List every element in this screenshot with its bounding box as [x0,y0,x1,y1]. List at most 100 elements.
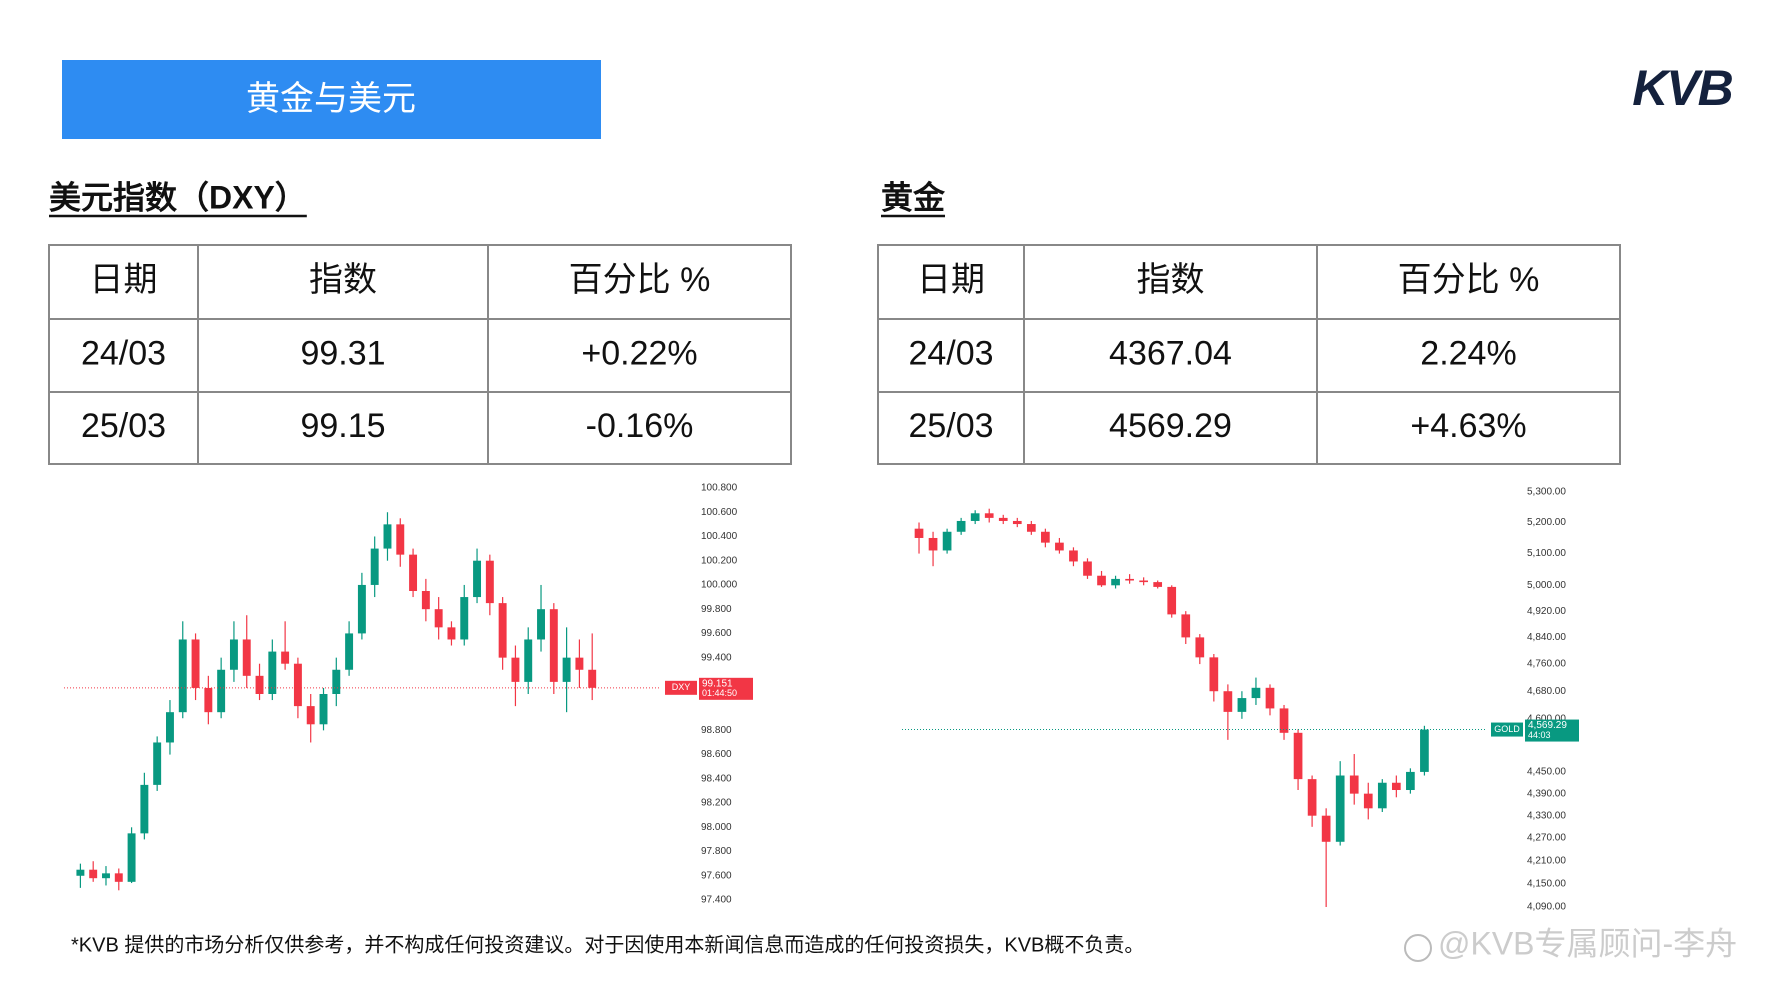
table-cell: 24/03 [908,334,993,372]
candle-body [89,869,98,879]
candle-body [217,669,226,713]
y-tick-label: 4,150.00 [1527,878,1566,889]
y-tick-label: 4,390.00 [1527,788,1566,799]
candle-body [956,520,966,532]
table-header: 指数 [1137,261,1205,299]
y-tick-label: 100.000 [701,580,738,591]
candle-body [229,639,238,670]
candle-body [242,639,251,676]
candle-body [562,657,571,682]
candle-body [511,657,520,682]
candle-body [998,517,1008,521]
price-tag [1525,719,1579,742]
candle-body [473,560,482,598]
candle-body [1055,542,1064,551]
candle-body [370,548,379,585]
candle-body [114,873,123,882]
y-tick-label: 4,270.00 [1527,833,1566,844]
y-tick-label: 100.800 [701,483,738,494]
candle-body [1420,729,1429,772]
table-header: 日期 [917,261,985,299]
candle-body [421,591,430,610]
candle-body [409,554,418,591]
candle-body [1181,614,1191,638]
candle-body [1293,732,1303,780]
candle-body [140,784,149,834]
candle-body [153,742,162,785]
candle-body [345,633,354,670]
y-tick-label: 100.400 [701,531,738,542]
y-tick-label: 4,680.00 [1527,686,1566,697]
candle-body [984,513,994,518]
candle-body [524,639,533,682]
symbol-label: DXY [672,682,691,692]
y-tick-label: 5,200.00 [1527,517,1566,528]
candle-body [383,524,392,549]
candle-body [1111,578,1120,586]
symbol-label: GOLD [1494,724,1520,734]
candle-body [1026,524,1036,532]
candle-body [970,513,980,521]
candle-body [396,524,405,555]
candle-body [1237,698,1247,712]
candle-body [1377,782,1387,809]
candle-body [1406,771,1415,791]
title-banner [62,60,601,139]
table-cell: -0.16% [586,407,694,445]
candle-body [332,669,341,694]
y-tick-label: 97.600 [701,870,732,881]
y-tick-label: 4,090.00 [1527,902,1566,913]
y-tick-label: 5,100.00 [1527,548,1566,559]
y-tick-label: 99.600 [701,628,732,639]
candle-body [588,669,597,688]
y-tick-label: 5,000.00 [1527,580,1566,591]
candle-body [268,651,277,694]
table-cell: 4367.04 [1109,334,1232,372]
candle-body [191,639,200,688]
disclaimer: *KVB 提供的市场分析仅供参考，并不构成任何投资建议。对于因使用本新闻信息而造… [71,933,1144,956]
y-tick-label: 97.400 [701,895,732,906]
candle-body [1265,687,1275,709]
table-cell: 24/03 [81,334,166,372]
y-tick-label: 100.200 [701,555,738,566]
candle-body [306,706,315,725]
candle-body [281,651,290,664]
candle-body [485,560,494,604]
y-tick-label: 5,300.00 [1527,487,1566,498]
table-cell: 99.31 [300,334,385,372]
candle-body [575,657,584,670]
price-tag [699,677,753,700]
candle-body [204,687,213,713]
y-tick-label: 4,210.00 [1527,855,1566,866]
table-cell: +4.63% [1410,407,1526,445]
candle-body [1307,779,1317,816]
watermark-icon [1404,934,1432,962]
y-tick-label: 4,760.00 [1527,659,1566,670]
candle-body [447,627,456,640]
candle-body [293,663,302,707]
y-tick-label: 98.600 [701,749,732,760]
y-tick-label: 98.400 [701,773,732,784]
candle-body [1041,531,1050,543]
candle-body [1083,561,1092,576]
candle-body [1349,775,1359,794]
candle-body [1223,691,1233,712]
y-tick-label: 4,600.00 [1527,713,1566,724]
candle-body [1363,793,1373,809]
candle-body [1167,586,1177,615]
table-cell: 2.24% [1420,334,1516,372]
candle-body [1335,775,1345,842]
candle-body [1321,815,1331,842]
table-cell: 99.15 [300,407,385,445]
table-cell: 4569.29 [1109,407,1232,445]
logo: KVB [1632,60,1732,116]
candle-body [1153,582,1163,587]
candle-body [498,603,507,658]
candle-body [165,712,174,743]
y-tick-label: 97.800 [701,846,732,857]
y-tick-label: 98.000 [701,822,732,833]
candle-body [319,694,328,725]
candle-body [914,528,924,538]
table-header: 日期 [90,261,158,299]
